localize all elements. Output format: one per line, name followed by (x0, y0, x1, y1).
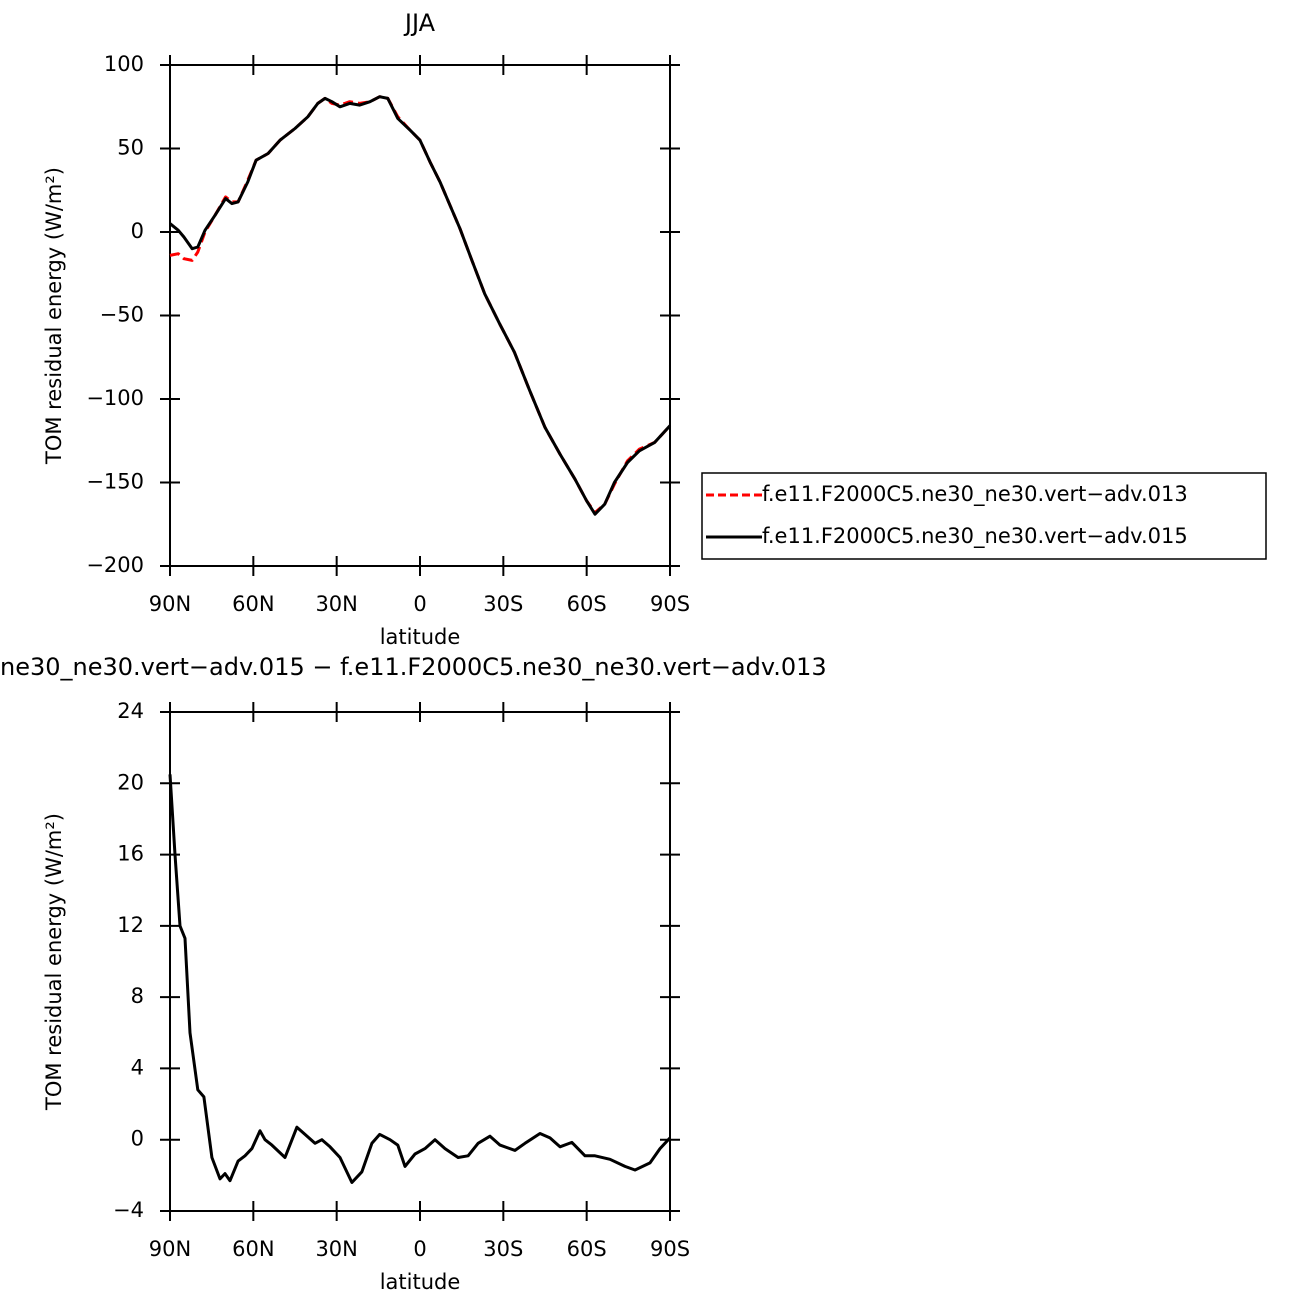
legend-label: f.e11.F2000C5.ne30_ne30.vert−adv.013 (762, 482, 1188, 507)
x-tick-label: 60N (232, 1237, 274, 1261)
y-tick-label: −100 (86, 386, 144, 410)
x-tick-label: 0 (413, 1237, 426, 1261)
y-axis-label: TOM residual energy (W/m²) (42, 813, 66, 1111)
y-tick-label: −150 (86, 470, 144, 494)
plot-frame (169, 711, 671, 1212)
y-tick-label: 50 (117, 136, 144, 160)
y-tick-label: 16 (117, 842, 144, 866)
y-tick-label: −200 (86, 553, 144, 577)
y-tick-label: 12 (117, 913, 144, 937)
y-tick-label: 8 (131, 984, 144, 1008)
y-tick-label: 0 (131, 1127, 144, 1151)
x-tick-label: 30N (315, 592, 357, 616)
data-line (168, 774, 672, 1184)
x-tick-label: 90N (149, 592, 191, 616)
x-tick-label: 60S (567, 1237, 607, 1261)
chart-title: JJA (403, 9, 436, 37)
x-axis-label: latitude (380, 1270, 461, 1294)
y-tick-label: 4 (131, 1055, 144, 1079)
x-tick-label: 60S (567, 592, 607, 616)
x-tick-label: 90N (149, 1237, 191, 1261)
data-line (169, 95, 672, 515)
y-tick-label: 100 (104, 52, 144, 76)
x-axis-label: latitude (380, 625, 461, 649)
y-axis-label: TOM residual energy (W/m²) (42, 167, 66, 465)
chart-title: ne30_ne30.vert−adv.015 − f.e11.F2000C5.n… (0, 653, 827, 681)
y-tick-label: 20 (117, 770, 144, 794)
x-tick-label: 30S (483, 592, 523, 616)
x-tick-label: 60N (232, 592, 274, 616)
legend-label: f.e11.F2000C5.ne30_ne30.vert−adv.015 (762, 524, 1188, 549)
x-tick-label: 30N (315, 1237, 357, 1261)
y-tick-label: 24 (117, 699, 144, 723)
x-tick-label: 30S (483, 1237, 523, 1261)
data-line (169, 95, 672, 516)
y-tick-label: −4 (113, 1198, 144, 1222)
x-tick-label: 0 (413, 592, 426, 616)
x-tick-label: 90S (650, 1237, 690, 1261)
y-tick-label: −50 (100, 303, 144, 327)
legend-box (701, 472, 1267, 560)
y-tick-label: 0 (131, 219, 144, 243)
x-tick-label: 90S (650, 592, 690, 616)
